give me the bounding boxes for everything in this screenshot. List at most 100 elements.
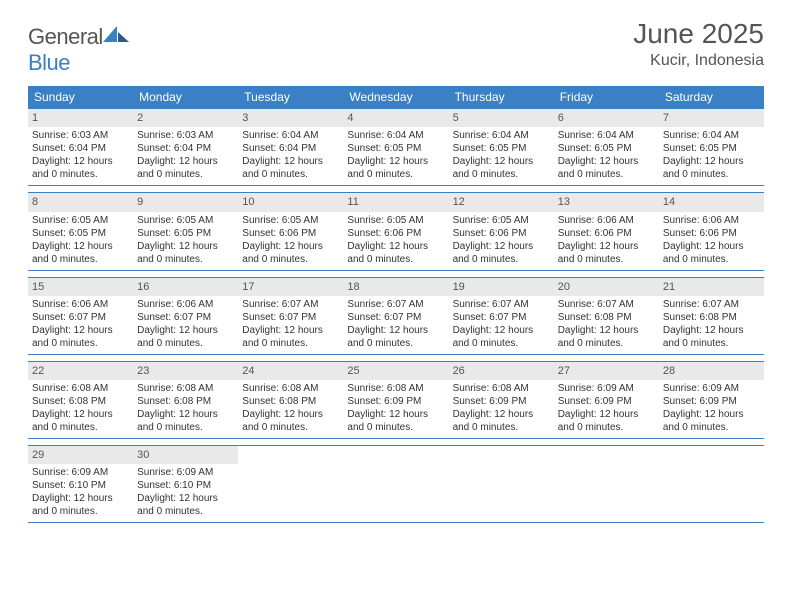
day-sunset: Sunset: 6:09 PM bbox=[663, 395, 760, 408]
day-number: 30 bbox=[133, 446, 238, 464]
dow-row: Sunday Monday Tuesday Wednesday Thursday… bbox=[28, 86, 764, 108]
day-cell: 4Sunrise: 6:04 AMSunset: 6:05 PMDaylight… bbox=[343, 109, 448, 185]
day-d2: and 0 minutes. bbox=[242, 253, 339, 266]
day-sunset: Sunset: 6:05 PM bbox=[32, 227, 129, 240]
day-d2: and 0 minutes. bbox=[242, 421, 339, 434]
day-sunset: Sunset: 6:10 PM bbox=[32, 479, 129, 492]
day-sunset: Sunset: 6:06 PM bbox=[558, 227, 655, 240]
day-cell: 8 Sunrise: 6:05 AMSunset: 6:05 PMDaylight… bbox=[28, 193, 133, 269]
day-d1: Daylight: 12 hours bbox=[558, 408, 655, 421]
day-d1: Daylight: 12 hours bbox=[558, 240, 655, 253]
dow-sunday: Sunday bbox=[28, 86, 133, 108]
day-sunrise: Sunrise: 6:09 AM bbox=[137, 466, 234, 479]
day-number: 9 bbox=[133, 193, 238, 211]
day-d1: Daylight: 12 hours bbox=[453, 155, 550, 168]
day-cell: 20Sunrise: 6:07 AMSunset: 6:08 PMDayligh… bbox=[554, 278, 659, 354]
day-number: 15 bbox=[28, 278, 133, 296]
day-number: 12 bbox=[449, 193, 554, 211]
day-d1: Daylight: 12 hours bbox=[32, 324, 129, 337]
day-sunrise: Sunrise: 6:04 AM bbox=[453, 129, 550, 142]
day-cell: 2Sunrise: 6:03 AMSunset: 6:04 PMDaylight… bbox=[133, 109, 238, 185]
day-sunset: Sunset: 6:06 PM bbox=[453, 227, 550, 240]
day-d1: Daylight: 12 hours bbox=[32, 408, 129, 421]
day-number: 26 bbox=[449, 362, 554, 380]
week-row: 29Sunrise: 6:09 AMSunset: 6:10 PMDayligh… bbox=[28, 445, 764, 523]
day-sunrise: Sunrise: 6:08 AM bbox=[242, 382, 339, 395]
day-d1: Daylight: 12 hours bbox=[453, 324, 550, 337]
day-cell bbox=[554, 446, 659, 522]
logo-text: GeneralBlue bbox=[28, 24, 129, 76]
day-sunset: Sunset: 6:07 PM bbox=[453, 311, 550, 324]
day-sunset: Sunset: 6:10 PM bbox=[137, 479, 234, 492]
day-sunset: Sunset: 6:07 PM bbox=[242, 311, 339, 324]
day-d2: and 0 minutes. bbox=[32, 168, 129, 181]
day-sunrise: Sunrise: 6:05 AM bbox=[137, 214, 234, 227]
day-sunrise: Sunrise: 6:09 AM bbox=[558, 382, 655, 395]
day-sunrise: Sunrise: 6:07 AM bbox=[558, 298, 655, 311]
day-d1: Daylight: 12 hours bbox=[32, 492, 129, 505]
day-d1: Daylight: 12 hours bbox=[347, 155, 444, 168]
day-sunrise: Sunrise: 6:05 AM bbox=[32, 214, 129, 227]
day-d2: and 0 minutes. bbox=[347, 253, 444, 266]
day-number: 8 bbox=[28, 193, 133, 211]
day-cell: 12 Sunrise: 6:05 AMSunset: 6:06 PMDayligh… bbox=[449, 193, 554, 269]
day-d2: and 0 minutes. bbox=[347, 421, 444, 434]
day-d1: Daylight: 12 hours bbox=[242, 240, 339, 253]
day-d2: and 0 minutes. bbox=[663, 253, 760, 266]
day-d2: and 0 minutes. bbox=[137, 253, 234, 266]
day-cell: 23Sunrise: 6:08 AMSunset: 6:08 PMDayligh… bbox=[133, 362, 238, 438]
day-number: 29 bbox=[28, 446, 133, 464]
day-d1: Daylight: 12 hours bbox=[663, 155, 760, 168]
logo-sail-icon bbox=[103, 26, 129, 44]
day-d1: Daylight: 12 hours bbox=[663, 240, 760, 253]
day-sunrise: Sunrise: 6:09 AM bbox=[32, 466, 129, 479]
day-sunrise: Sunrise: 6:08 AM bbox=[32, 382, 129, 395]
day-d2: and 0 minutes. bbox=[32, 253, 129, 266]
day-cell bbox=[659, 446, 764, 522]
calendar-page: GeneralBlue June 2025 Kucir, Indonesia S… bbox=[0, 0, 792, 612]
day-d1: Daylight: 12 hours bbox=[137, 324, 234, 337]
day-d2: and 0 minutes. bbox=[32, 337, 129, 350]
day-d2: and 0 minutes. bbox=[663, 337, 760, 350]
header: GeneralBlue June 2025 Kucir, Indonesia bbox=[28, 18, 764, 76]
dow-friday: Friday bbox=[554, 86, 659, 108]
day-d2: and 0 minutes. bbox=[32, 421, 129, 434]
day-cell: 6Sunrise: 6:04 AMSunset: 6:05 PMDaylight… bbox=[554, 109, 659, 185]
day-sunset: Sunset: 6:09 PM bbox=[347, 395, 444, 408]
day-d2: and 0 minutes. bbox=[453, 337, 550, 350]
week-row: 1Sunrise: 6:03 AMSunset: 6:04 PMDaylight… bbox=[28, 108, 764, 186]
day-d2: and 0 minutes. bbox=[663, 168, 760, 181]
day-sunset: Sunset: 6:06 PM bbox=[663, 227, 760, 240]
day-number: 11 bbox=[343, 193, 448, 211]
day-cell bbox=[343, 446, 448, 522]
day-sunset: Sunset: 6:05 PM bbox=[137, 227, 234, 240]
day-sunrise: Sunrise: 6:05 AM bbox=[242, 214, 339, 227]
day-d1: Daylight: 12 hours bbox=[242, 155, 339, 168]
day-d2: and 0 minutes. bbox=[347, 168, 444, 181]
day-sunrise: Sunrise: 6:05 AM bbox=[453, 214, 550, 227]
day-d1: Daylight: 12 hours bbox=[453, 240, 550, 253]
day-number: 19 bbox=[449, 278, 554, 296]
day-sunset: Sunset: 6:08 PM bbox=[663, 311, 760, 324]
day-sunrise: Sunrise: 6:08 AM bbox=[453, 382, 550, 395]
day-sunrise: Sunrise: 6:03 AM bbox=[137, 129, 234, 142]
day-sunset: Sunset: 6:08 PM bbox=[242, 395, 339, 408]
day-number: 22 bbox=[28, 362, 133, 380]
day-cell: 14Sunrise: 6:06 AMSunset: 6:06 PMDayligh… bbox=[659, 193, 764, 269]
day-cell: 24Sunrise: 6:08 AMSunset: 6:08 PMDayligh… bbox=[238, 362, 343, 438]
day-d2: and 0 minutes. bbox=[242, 337, 339, 350]
day-cell: 16Sunrise: 6:06 AMSunset: 6:07 PMDayligh… bbox=[133, 278, 238, 354]
day-sunrise: Sunrise: 6:07 AM bbox=[663, 298, 760, 311]
day-sunrise: Sunrise: 6:06 AM bbox=[663, 214, 760, 227]
location-label: Kucir, Indonesia bbox=[633, 52, 764, 70]
day-number: 23 bbox=[133, 362, 238, 380]
day-d1: Daylight: 12 hours bbox=[32, 240, 129, 253]
day-cell: 26Sunrise: 6:08 AMSunset: 6:09 PMDayligh… bbox=[449, 362, 554, 438]
day-sunset: Sunset: 6:05 PM bbox=[453, 142, 550, 155]
dow-tuesday: Tuesday bbox=[238, 86, 343, 108]
calendar: Sunday Monday Tuesday Wednesday Thursday… bbox=[28, 86, 764, 523]
day-number: 2 bbox=[133, 109, 238, 127]
day-d2: and 0 minutes. bbox=[453, 421, 550, 434]
day-d1: Daylight: 12 hours bbox=[137, 155, 234, 168]
day-d2: and 0 minutes. bbox=[137, 505, 234, 518]
